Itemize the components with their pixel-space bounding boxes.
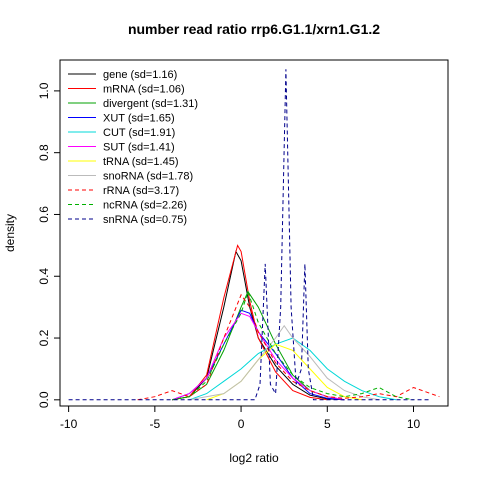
plot-frame — [59, 59, 449, 407]
y-tick-label: 0.2 — [37, 329, 51, 346]
chart-title: number read ratio rrp6.G1.1/xrn1.G1.2 — [128, 21, 380, 37]
legend-label: divergent (sd=1.31) — [103, 98, 198, 110]
legend-label: mRNA (sd=1.06) — [103, 84, 185, 96]
series-line-9 — [172, 290, 414, 401]
legend-label: snoRNA (sd=1.78) — [103, 171, 193, 183]
legend-label: tRNA (sd=1.45) — [103, 156, 179, 168]
legend-label: rRNA (sd=3.17) — [103, 185, 179, 197]
series-line-8 — [137, 293, 440, 401]
legend-label: SUT (sd=1.41) — [103, 142, 175, 154]
series-layer — [68, 69, 440, 401]
legend-label: XUT (sd=1.65) — [103, 113, 175, 125]
y-tick-label: 0.4 — [37, 268, 51, 285]
legend: gene (sd=1.16) mRNA (sd=1.06) divergent (s… — [68, 69, 198, 226]
legend-label: ncRNA (sd=2.26) — [103, 200, 187, 212]
y-axis: 0.0 0.2 0.4 0.6 0.8 1.0 — [37, 82, 60, 408]
x-tick-label: 10 — [407, 417, 421, 431]
series-line-7 — [189, 324, 380, 401]
series-line-1 — [172, 244, 328, 401]
y-tick-label: 1.0 — [37, 82, 51, 99]
x-tick-label: 5 — [324, 417, 331, 431]
x-tick-label: 0 — [238, 417, 245, 431]
x-axis-label: log2 ratio — [229, 451, 279, 465]
legend-label: CUT (sd=1.91) — [103, 127, 175, 139]
legend-label: gene (sd=1.16) — [103, 69, 177, 81]
x-tick-label: -10 — [60, 417, 78, 431]
y-tick-label: 0.0 — [37, 391, 51, 408]
series-line-10 — [68, 69, 431, 401]
y-tick-label: 0.6 — [37, 206, 51, 223]
y-tick-label: 0.8 — [37, 144, 51, 161]
x-axis: -10 -5 0 5 10 — [60, 406, 421, 431]
legend-label: snRNA (sd=0.75) — [103, 214, 187, 226]
x-tick-label: -5 — [150, 417, 161, 431]
y-axis-label: density — [3, 214, 17, 252]
